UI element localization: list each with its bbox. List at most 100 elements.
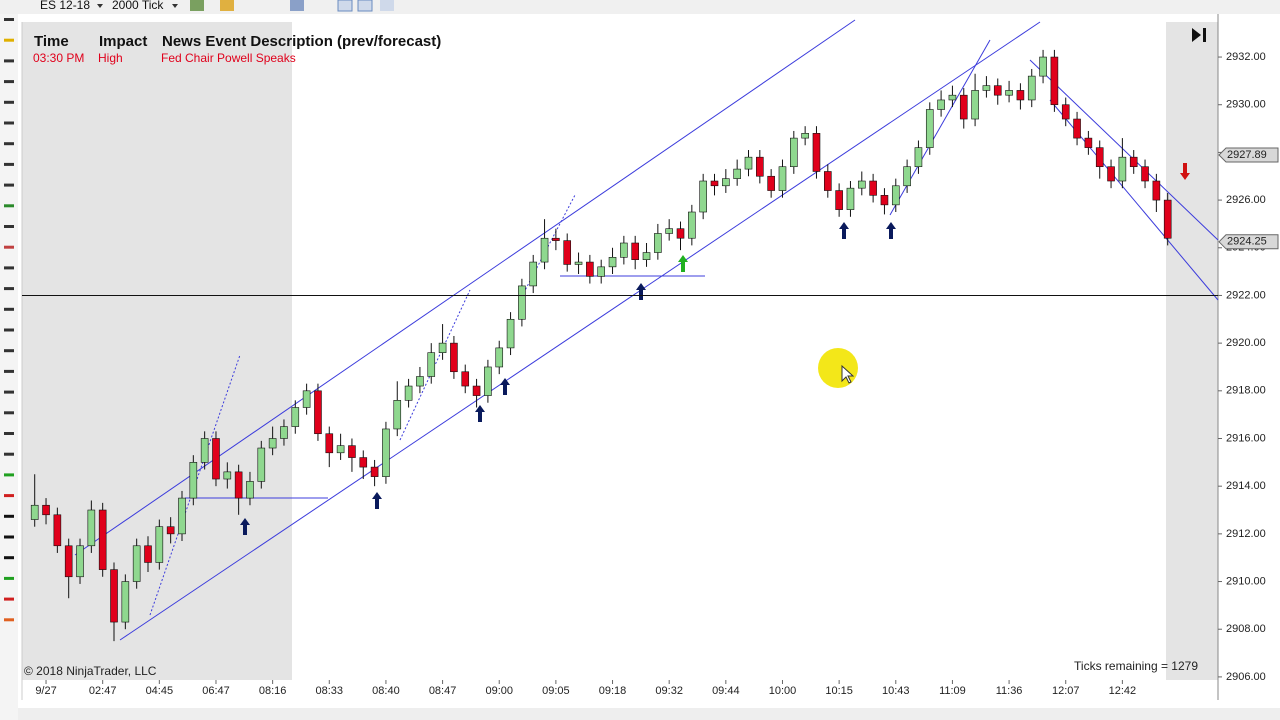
x-tick-label: 11:09: [939, 685, 966, 697]
candle-body: [869, 180, 877, 196]
x-tick-label: 09:18: [599, 685, 627, 697]
sell-arrow: [1180, 163, 1190, 180]
x-tick-label: 12:07: [1052, 685, 1080, 697]
toolbar-icon[interactable]: [190, 0, 204, 11]
candle-body: [756, 156, 764, 177]
candle-body: [1061, 104, 1070, 120]
candle-body: [642, 252, 651, 260]
channel-line[interactable]: [119, 21, 1041, 641]
x-tick-label: 08:47: [429, 685, 457, 697]
tool-icon: [4, 121, 14, 125]
candle-body: [370, 466, 379, 477]
candle-body: [1005, 90, 1013, 96]
x-tick-label: 08:33: [316, 685, 344, 697]
candle-body: [1016, 90, 1025, 101]
candle-body: [212, 438, 220, 480]
tool-icon: [4, 576, 14, 580]
candle-body: [53, 514, 62, 547]
toolbar-icon[interactable]: [290, 0, 304, 11]
candle-body: [359, 457, 368, 468]
candle-body: [948, 94, 957, 101]
x-tick-label: 10:15: [825, 685, 853, 697]
tool-icon: [4, 307, 14, 311]
news-event: Fed Chair Powell Speaks: [161, 51, 296, 65]
candle-body: [30, 504, 39, 520]
toolbar-icon[interactable]: [357, 0, 373, 12]
candle-body: [665, 228, 673, 234]
candle-body: [1050, 56, 1059, 106]
x-tick-label: 09:32: [655, 685, 683, 697]
x-tick-label: 09:05: [542, 685, 570, 697]
channel-line[interactable]: [1029, 59, 1219, 241]
candle-body: [325, 433, 334, 454]
x-tick-label: 9/27: [35, 685, 56, 697]
candle-body: [733, 168, 741, 179]
candle-body: [155, 526, 164, 563]
candle-body: [937, 99, 945, 110]
candle-body: [688, 211, 696, 239]
tool-icon: [4, 245, 14, 249]
candle-body: [110, 569, 118, 623]
candle-body: [1141, 166, 1149, 182]
tool-icon: [4, 556, 14, 560]
toolbar-icon[interactable]: [337, 0, 353, 12]
candle-body: [246, 481, 254, 499]
candle-body: [699, 180, 707, 213]
x-tick-label: 10:43: [882, 685, 910, 697]
candle-body: [1095, 147, 1104, 168]
scroll-end-button[interactable]: [1192, 28, 1206, 42]
candle-body: [744, 156, 753, 170]
candle-body: [925, 109, 934, 148]
candle-body: [540, 237, 549, 263]
x-tick-label: 04:45: [146, 685, 174, 697]
candle-body: [676, 228, 685, 239]
candle-body: [223, 471, 232, 480]
x-tick-label: 08:16: [259, 685, 287, 697]
candle-body: [348, 445, 356, 458]
candle-body: [620, 242, 628, 258]
buy-arrow: [500, 378, 510, 395]
candle-body: [722, 178, 730, 187]
candle-body: [382, 428, 390, 477]
mouse-cursor: [841, 364, 855, 384]
candle-body: [1073, 118, 1081, 139]
candle-body: [586, 261, 594, 277]
candle-body: [257, 447, 266, 482]
candle-body: [552, 237, 560, 241]
candle-body: [574, 261, 583, 265]
candle-body: [1163, 199, 1172, 239]
candle-body: [132, 545, 141, 582]
tool-icon: [4, 266, 14, 270]
tool-icon: [4, 328, 14, 332]
tool-icon: [4, 142, 14, 146]
candle-body: [495, 347, 504, 368]
x-tick-label: 11:36: [996, 685, 1023, 697]
tool-icon: [4, 80, 14, 84]
candle-body: [654, 233, 662, 253]
tool-icon: [4, 369, 14, 373]
candle-body: [563, 240, 572, 265]
instrument[interactable]: ES 12-18: [40, 0, 90, 12]
interval[interactable]: 2000 Tick: [112, 0, 164, 12]
y-tick-label: 2914.00: [1226, 480, 1266, 492]
x-tick-label: 08:40: [372, 685, 400, 697]
toolbar-icon[interactable]: [220, 0, 234, 11]
y-tick-label: 2910.00: [1226, 575, 1266, 587]
dropdown-arrow[interactable]: [172, 4, 178, 8]
x-tick-label: 12:42: [1109, 685, 1137, 697]
session-shade: [22, 22, 292, 680]
candles: [30, 49, 1172, 642]
candle-body: [336, 445, 345, 454]
candle-body: [166, 526, 175, 535]
candle-body: [1118, 156, 1127, 182]
candle-body: [1129, 156, 1138, 168]
candle-body: [631, 242, 639, 260]
scrollbar[interactable]: [18, 708, 1280, 720]
buy-arrow: [636, 283, 646, 300]
dropdown-arrow[interactable]: [97, 4, 103, 8]
tool-icon: [4, 535, 14, 539]
toolbar-icon[interactable]: [380, 0, 394, 11]
candle-body: [87, 509, 96, 547]
candle-body: [461, 371, 470, 387]
trend-line[interactable]: [399, 289, 471, 441]
